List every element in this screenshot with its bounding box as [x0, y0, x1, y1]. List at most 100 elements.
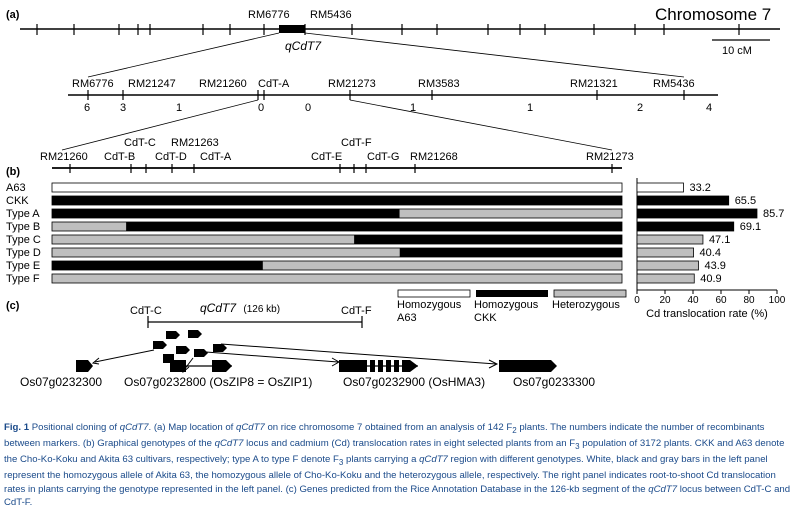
x-tick-label: 20: [659, 295, 671, 306]
recombinant-count: 0: [258, 102, 264, 114]
marker-rm6776: RM6776: [72, 78, 114, 90]
genotype-segment: [52, 274, 622, 283]
genotype-segment: [354, 235, 622, 244]
genotype-label: Type D: [6, 247, 41, 259]
marker-rm21263: RM21263: [171, 137, 219, 149]
genotype-legend: Homozygous A63 Homozygous CKK Heterozygo…: [397, 289, 627, 324]
recombinant-count: 4: [706, 102, 712, 114]
genotype-bar-outline: [51, 247, 623, 258]
scale-label: 10 cM: [722, 45, 752, 57]
genotype-bar-outline: [51, 195, 623, 206]
recombinant-counts: 6 3 1 0 0 1 1 2 4: [84, 102, 712, 114]
genotype-label: Type F: [6, 273, 40, 285]
marker-labels-a: RM6776 RM21247 RM21260 CdT-A RM21273 RM3…: [72, 78, 695, 90]
legend-swatch-hetero: [553, 289, 627, 298]
cd-translocation-chart: 33.2 65.5 85.769.1 47.140.443.940.9 0 20 40 60 8…: [634, 178, 786, 320]
marker-rm21247: RM21247: [128, 78, 176, 90]
cd-value-label: 69.1: [740, 221, 761, 233]
chromosome-title: Chromosome 7: [655, 5, 771, 24]
x-axis-title: Cd translocation rate (%): [646, 308, 768, 320]
genotype-label: CKK: [6, 195, 29, 207]
genotype-label: Type B: [6, 221, 40, 233]
cd-value-label: 43.9: [704, 260, 725, 272]
cd-bar: [636, 260, 699, 271]
gene-model-os07g0233300: [499, 360, 557, 372]
panel-b-label: (b): [6, 166, 20, 178]
marker-rm3583: RM3583: [418, 78, 460, 90]
genotype-bar-outline: [51, 208, 623, 219]
gene-arrow: [188, 330, 202, 338]
marker-cdt-d: CdT-D: [155, 151, 187, 163]
genotype-label: Type E: [6, 260, 40, 272]
legend-homo-ckk-line1: Homozygous: [474, 299, 539, 311]
gene-arrow: [213, 344, 227, 352]
marker-cdt-f: CdT-F: [341, 137, 372, 149]
gene-arrow: [166, 331, 180, 339]
marker-cdt-c: CdT-C: [124, 137, 156, 149]
marker-rm5436: RM5436: [653, 78, 695, 90]
recombinant-count: 1: [176, 102, 182, 114]
x-tick-label: 80: [743, 295, 755, 306]
gene-label-os07g0233300: Os07g0233300: [513, 375, 595, 389]
genotype-bar-outline: [51, 221, 623, 232]
cd-value-label: 40.9: [700, 273, 721, 285]
legend-swatch-homo-ckk: [476, 290, 548, 297]
gene-label-os07g0232800: Os07g0232800 (OsZIP8 = OsZIP1): [124, 375, 312, 389]
genotype-bar-outline: [51, 260, 623, 271]
x-tick-label: 0: [634, 295, 640, 306]
gene-connectors: [91, 343, 499, 374]
marker-cdt-g: CdT-G: [367, 151, 399, 163]
genotype-label: Type C: [6, 234, 41, 246]
gene-model-os07g0232800: [170, 360, 232, 372]
linkage-map-ticks: [87, 90, 685, 100]
marker-cdt-b: CdT-B: [104, 151, 135, 163]
gene-label-os07g0232300: Os07g0232300: [20, 375, 102, 389]
marker-cdt-f-c: CdT-F: [341, 305, 372, 317]
marker-cdt-a: CdT-A: [258, 78, 290, 90]
genotype-segment: [52, 222, 127, 231]
gene-model-os07g0232900: [339, 360, 418, 372]
top-marker-rm6776: RM6776: [248, 9, 290, 21]
zoom-line-right: [304, 32, 685, 78]
genotype-bar-outline: [51, 182, 623, 193]
gene-arrow: [194, 349, 208, 357]
genotype-segment: [52, 261, 263, 270]
figure: (a) Chromosome 7 RM6776 RM5436 qCdT7 10 …: [6, 5, 786, 389]
genotype-bar-outline: [51, 234, 623, 245]
cd-value-label: 40.4: [700, 247, 721, 259]
genotype-segment: [52, 248, 400, 257]
cd-bar: [636, 221, 735, 232]
legend-homo-ckk-line2: CKK: [474, 312, 497, 324]
cd-bar: [636, 182, 684, 193]
marker-cdt-a-b: CdT-A: [200, 151, 232, 163]
figure-caption: Fig. 1 Positional cloning of qCdT7. (a) …: [4, 422, 791, 508]
recombinant-count: 1: [410, 102, 416, 114]
cd-bar: [636, 247, 694, 258]
panel-a-label: (a): [6, 9, 20, 21]
qtl-label-c: qCdT7 (126 kb): [200, 301, 280, 315]
marker-rm21273: RM21273: [328, 78, 376, 90]
cd-value-label: 47.1: [709, 234, 730, 246]
legend-homo-a63-line2: A63: [397, 312, 417, 324]
gene-label-os07g0232900: Os07g0232900 (OsHMA3): [343, 375, 485, 389]
marker-labels-b: RM21260 CdT-B CdT-C CdT-D RM21263 CdT-A …: [40, 137, 634, 163]
panel-c-label: (c): [6, 300, 20, 312]
x-tick-label: 60: [715, 295, 727, 306]
cd-bar: [636, 234, 704, 245]
zoom-line-left: [87, 32, 280, 78]
marker-rm21321: RM21321: [570, 78, 618, 90]
zoom-line-b-left: [61, 99, 259, 151]
qtl-label: qCdT7: [285, 39, 322, 53]
fine-map-ticks: [69, 164, 613, 173]
chromosome-ticks: [36, 24, 740, 35]
legend-hetero: Heterozygous: [552, 299, 620, 311]
cd-bar: [636, 195, 730, 206]
recombinant-count: 3: [120, 102, 126, 114]
gene-arrow: [176, 346, 190, 354]
genotype-segment: [52, 235, 355, 244]
marker-cdt-c-c: CdT-C: [130, 305, 162, 317]
marker-rm21273-b: RM21273: [586, 151, 634, 163]
cd-bar: [636, 273, 695, 284]
qtl-size: (126 kb): [243, 304, 280, 315]
